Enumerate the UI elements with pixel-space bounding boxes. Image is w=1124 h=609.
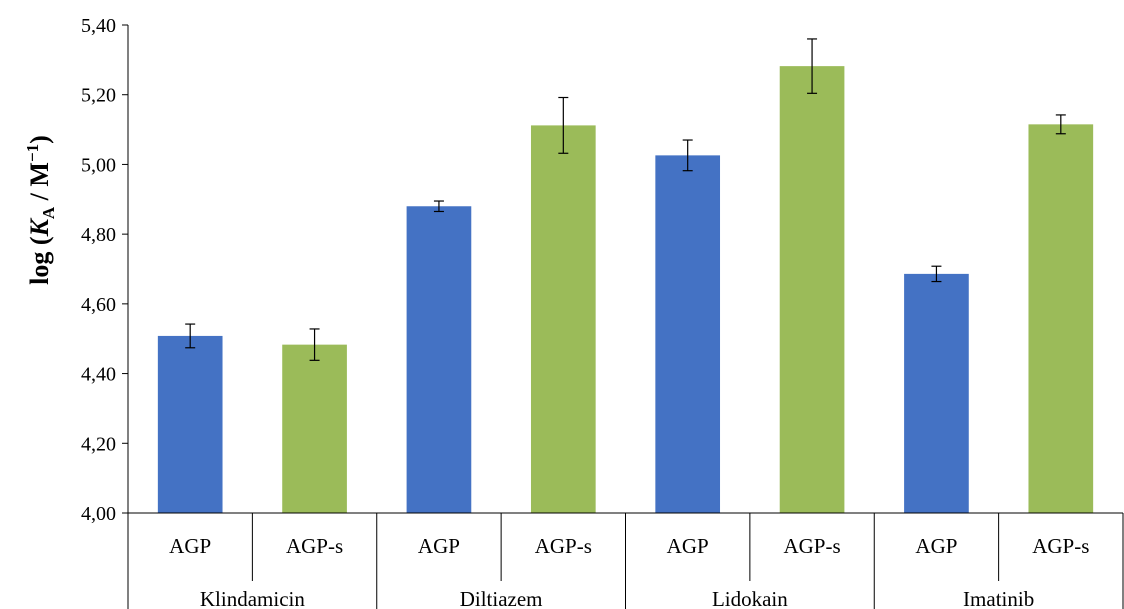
bar-agp (655, 155, 721, 513)
bar-agp (904, 273, 969, 513)
y-tick-label: 4,20 (81, 433, 116, 455)
x-group-label: Imatinib (963, 587, 1034, 609)
bar-agp (157, 335, 223, 513)
y-axis-title-sub: A (39, 206, 58, 219)
x-subcategory-label: AGP (418, 534, 460, 558)
y-axis-title-part-3: ) (25, 135, 54, 144)
y-axis-title-part-1: log ( (25, 236, 54, 284)
y-tick-label: 5,00 (81, 154, 116, 176)
y-axis-title-k: K (25, 217, 54, 237)
x-group-label: Lidokain (712, 587, 788, 609)
x-axis-labels: AGP AGP-s Klindamicin AGP AGP-s Diltiazem AGP A… (169, 534, 1089, 609)
y-axis-title-part-2: / M (25, 162, 54, 207)
x-subcategory-label: AGP (915, 534, 957, 558)
x-subcategory-label: AGP-s (286, 534, 343, 558)
x-subcategory-label: AGP (667, 534, 709, 558)
y-axis-title: log (KA / M−1) (23, 135, 58, 285)
y-tick-label: 5,20 (81, 85, 116, 107)
svg-text:log (KA / M−1): log (KA / M−1) (23, 135, 58, 285)
y-tick-label: 4,40 (81, 364, 116, 386)
x-subcategory-label: AGP (169, 534, 211, 558)
x-subcategory-label: AGP-s (535, 534, 592, 558)
bar-agp-s (282, 344, 347, 513)
y-tick-label: 5,40 (81, 15, 116, 37)
y-axis-ticks: 4,00 4,20 4,40 4,60 4,80 5,00 5,20 5,40 (81, 15, 128, 525)
bars (157, 66, 1094, 513)
y-tick-label: 4,60 (81, 294, 116, 316)
bar-agp-s (1028, 124, 1094, 513)
axes (127, 25, 1124, 609)
y-tick-label: 4,80 (81, 224, 116, 246)
x-group-label: Klindamicin (200, 587, 305, 609)
y-axis-title-sup: −1 (23, 144, 42, 162)
x-subcategory-label: AGP-s (1032, 534, 1089, 558)
bar-agp-s (530, 125, 596, 513)
x-group-label: Diltiazem (460, 587, 543, 609)
y-tick-label: 4,00 (81, 503, 116, 525)
bar-agp-s (779, 66, 845, 513)
bar-agp (406, 206, 472, 513)
x-subcategory-label: AGP-s (783, 534, 840, 558)
error-bars (185, 38, 1066, 361)
